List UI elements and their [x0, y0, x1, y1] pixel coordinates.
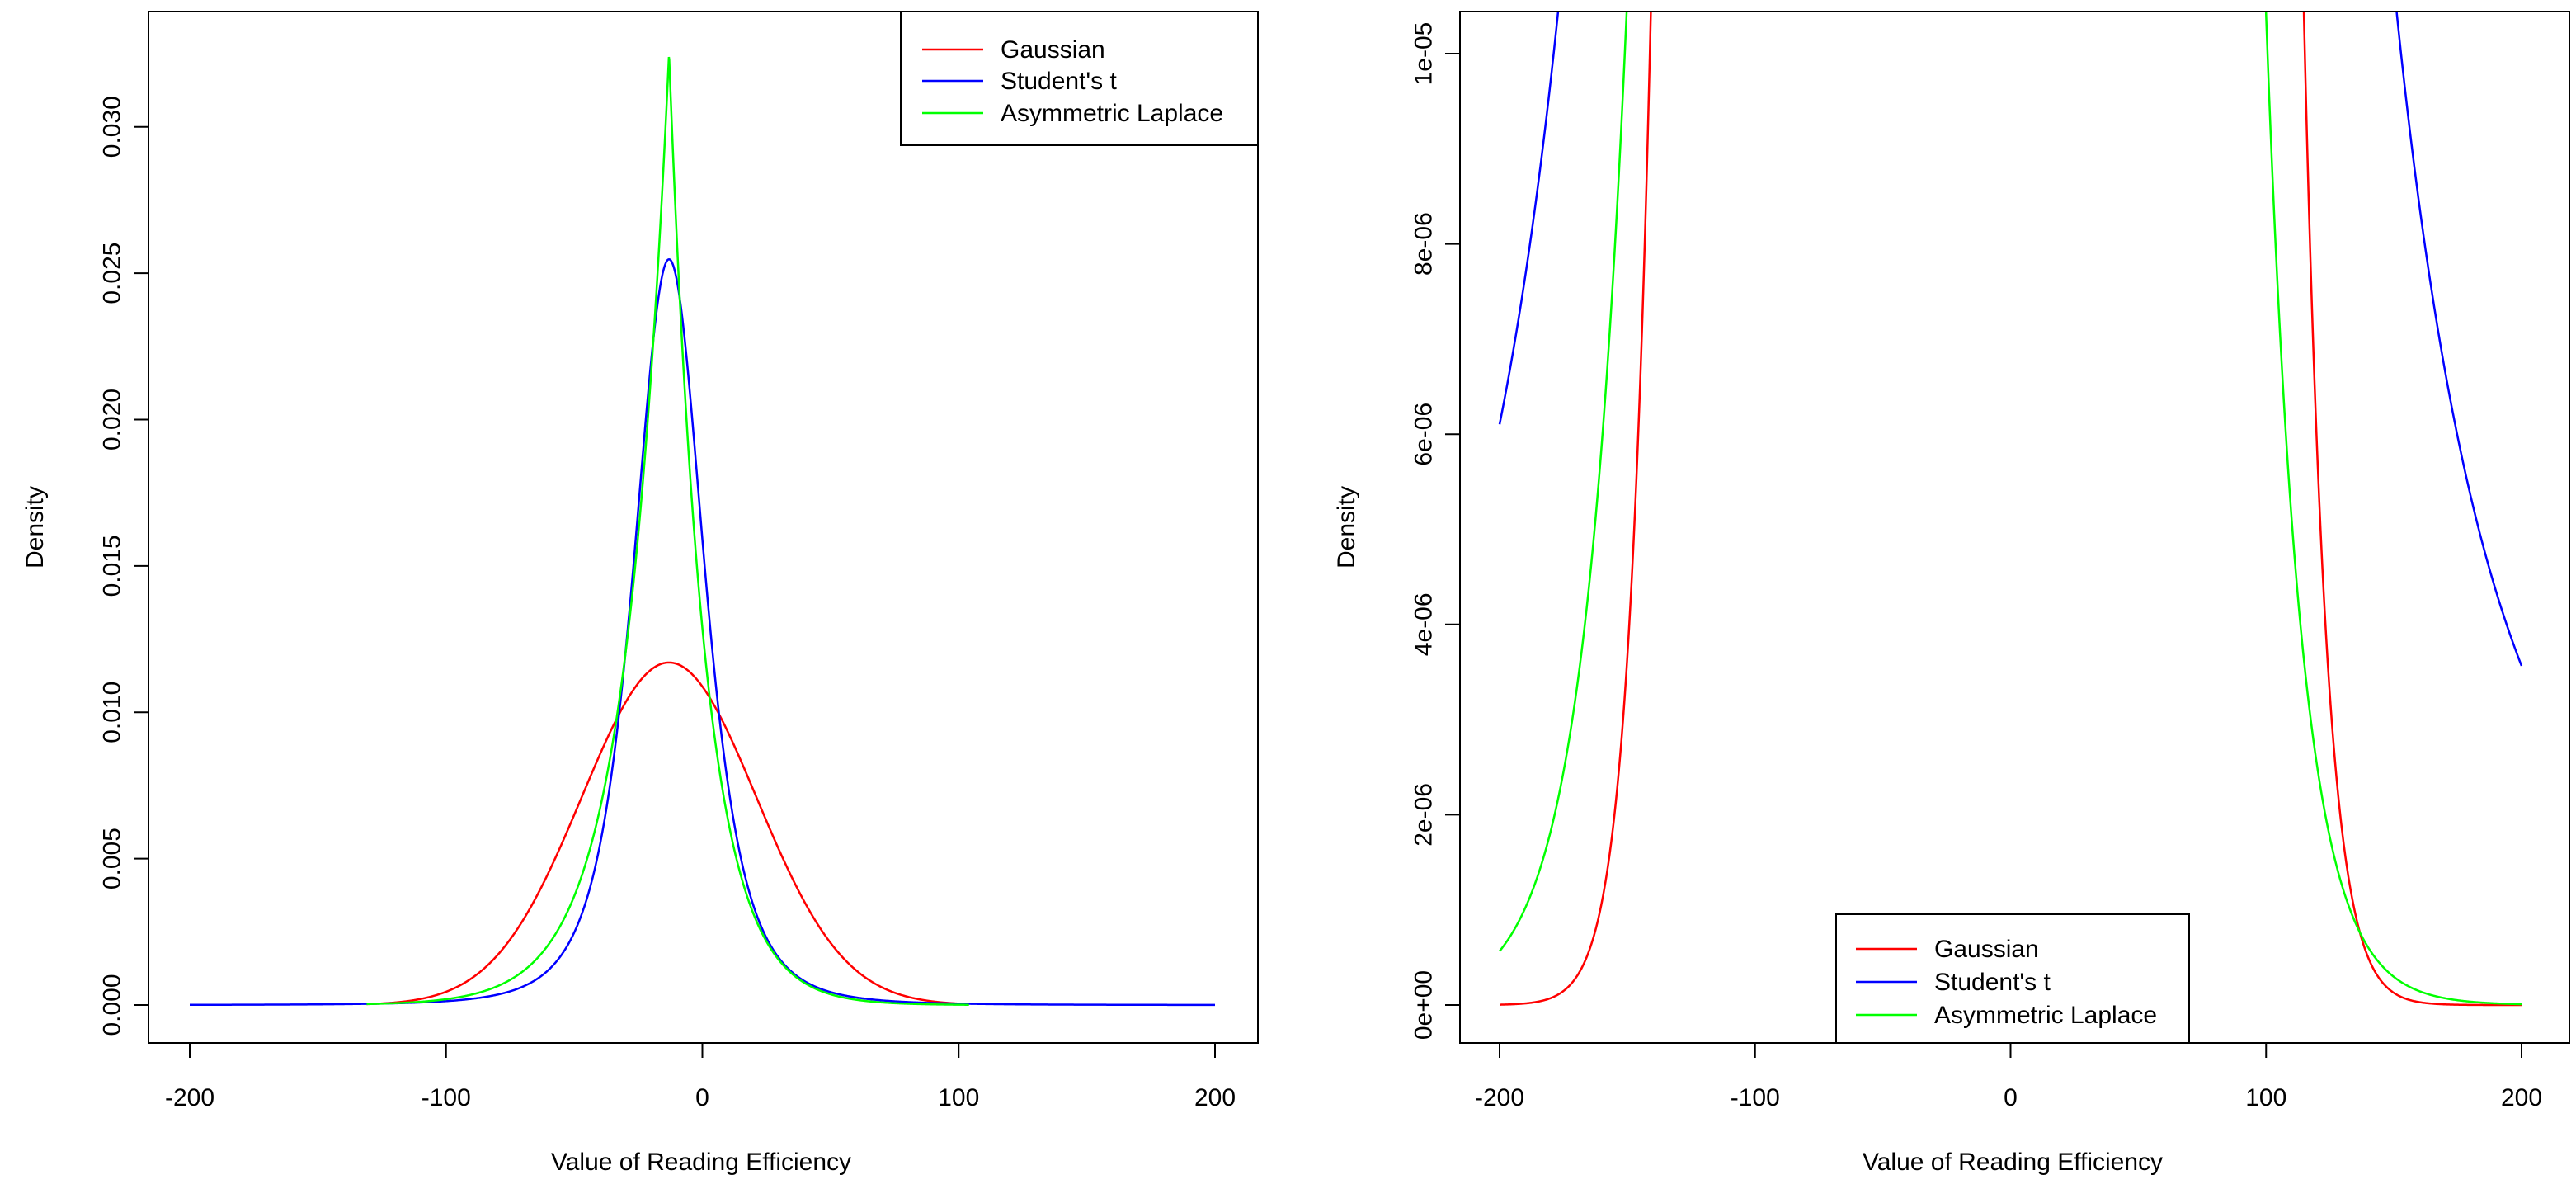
- y-tick-label: 0e+00: [1410, 970, 1438, 1040]
- x-tick-label: 0: [695, 1084, 709, 1111]
- legend-right: Gaussian Student's t Asymmetric Laplace: [1835, 913, 2190, 1044]
- y-tick-label: 0.025: [99, 243, 126, 304]
- y-tick-label: 0.030: [99, 96, 126, 158]
- series-line-gaussian: [1499, 12, 2522, 1007]
- y-axis-title-right: Density: [1333, 486, 1360, 569]
- legend-box-left: [900, 11, 1259, 146]
- y-tick-label: 0.010: [99, 682, 126, 743]
- legend-label-student-t: Student's t: [1001, 68, 1117, 95]
- x-axis-title-left: Value of Reading Efficiency: [551, 1149, 851, 1176]
- y-tick-label: 0.015: [99, 535, 126, 597]
- x-tick-label: -100: [1731, 1084, 1780, 1111]
- legend-box-right: [1835, 913, 2190, 1044]
- x-tick-label: 0: [2004, 1084, 2018, 1111]
- plot-frame-left: [148, 11, 1259, 1044]
- legend-left: Gaussian Student's t Asymmetric Laplace: [900, 11, 1259, 146]
- legend-label-gaussian: Gaussian: [1001, 36, 1105, 64]
- y-tick-label: 2e-06: [1410, 783, 1438, 847]
- x-tick-label: -200: [165, 1084, 214, 1111]
- plot-frame-right: [1459, 11, 2570, 1044]
- y-tick-label: 0.000: [99, 974, 126, 1036]
- series-line-asymmetric-laplace: [1499, 12, 2522, 1006]
- series-line-student-s-t: [1498, 12, 2523, 667]
- series-line-student-s-t: [190, 257, 1215, 1007]
- x-tick-label: 200: [2501, 1084, 2542, 1111]
- legend-label-gaussian: Gaussian: [1934, 936, 2039, 963]
- y-tick-label: 1e-05: [1410, 22, 1438, 86]
- legend-label-asymmetric-laplace: Asymmetric Laplace: [1001, 100, 1223, 127]
- x-axis-title-right: Value of Reading Efficiency: [1863, 1149, 2163, 1176]
- y-tick-label: 0.005: [99, 828, 126, 889]
- x-tick-label: 200: [1194, 1084, 1236, 1111]
- x-tick-label: 100: [2245, 1084, 2286, 1111]
- legend-label-student-t: Student's t: [1934, 969, 2051, 996]
- x-tick-label: -200: [1475, 1084, 1524, 1111]
- x-tick-label: -100: [421, 1084, 471, 1111]
- y-tick-label: 0.020: [99, 389, 126, 451]
- density-chart-left: -200 -100 0 100 200 0.000 0.005 0.010 0.015 0.02…: [21, 11, 1259, 1176]
- y-tick-label: 6e-06: [1410, 403, 1438, 466]
- x-tick-label: 100: [938, 1084, 979, 1111]
- y-axis-title-left: Density: [21, 486, 49, 569]
- legend-label-asymmetric-laplace: Asymmetric Laplace: [1934, 1002, 2157, 1029]
- density-chart-right: -200 -100 0 100 200 0e+00 2e-06 4e-06 6e-06 8e-0…: [1333, 11, 2570, 1176]
- y-tick-label: 4e-06: [1410, 592, 1438, 656]
- y-tick-label: 8e-06: [1410, 212, 1438, 276]
- series-line-asymmetric-laplace: [366, 56, 969, 1006]
- series-line-gaussian: [366, 661, 969, 1006]
